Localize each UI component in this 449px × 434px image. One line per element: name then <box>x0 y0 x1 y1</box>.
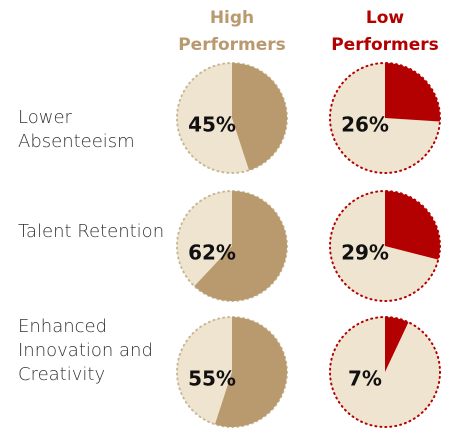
pie-slice <box>194 191 288 301</box>
row-label: Enhanced Innovation and Creativity <box>18 316 153 385</box>
pie-slice <box>215 317 287 427</box>
pie-slice <box>232 63 287 171</box>
row-label: Talent Retention <box>18 221 165 242</box>
pie-slice <box>385 63 440 122</box>
value-label: 45% <box>188 113 236 137</box>
column-header: Low Performers <box>331 8 439 55</box>
value-label: 62% <box>188 241 236 265</box>
value-label: 29% <box>341 241 389 265</box>
column-header: High Performers <box>178 8 286 55</box>
pie-slice <box>385 317 409 372</box>
row-label: Lower Absenteeism <box>18 107 135 152</box>
pie-slice <box>385 191 440 260</box>
value-label: 7% <box>348 367 382 391</box>
value-label: 55% <box>188 367 236 391</box>
value-label: 26% <box>341 113 389 137</box>
